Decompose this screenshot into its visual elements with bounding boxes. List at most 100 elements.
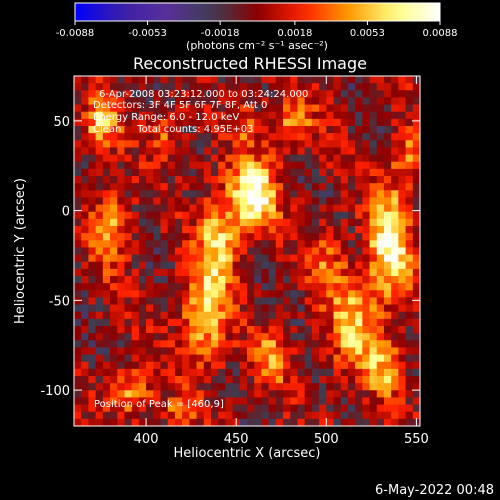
heatmap-cell: [232, 304, 241, 313]
heatmap-cell: [225, 376, 234, 384]
heatmap-cell: [239, 340, 248, 349]
heatmap-cell: [182, 354, 190, 363]
heatmap-cell: [95, 104, 104, 113]
heatmap-cell: [210, 197, 219, 206]
heatmap-cell: [254, 140, 263, 149]
heatmap-cell: [138, 347, 147, 356]
heatmap-cell: [391, 104, 399, 113]
heatmap-cell: [174, 83, 183, 91]
heatmap-cell: [398, 283, 407, 291]
heatmap-cell: [297, 354, 306, 363]
heatmap-cell: [95, 318, 104, 327]
heatmap-cell: [182, 211, 190, 220]
heatmap-cell: [383, 83, 392, 91]
heatmap-cell: [283, 118, 291, 127]
heatmap-cell: [355, 418, 363, 427]
heatmap-cell: [182, 368, 190, 377]
heatmap-cell: [311, 383, 320, 391]
heatmap-cell: [275, 254, 284, 263]
heatmap-cell: [412, 233, 421, 241]
heatmap-cell: [311, 261, 320, 270]
heatmap-cell: [146, 283, 154, 291]
heatmap-cell: [247, 154, 255, 163]
heatmap-cell: [290, 333, 299, 341]
heatmap-cell: [283, 333, 291, 341]
heatmap-cell: [391, 376, 399, 384]
heatmap-cell: [239, 140, 248, 149]
heatmap-cell: [376, 333, 385, 341]
heatmap-cell: [398, 276, 407, 284]
heatmap-cell: [398, 190, 407, 199]
heatmap-cell: [376, 204, 385, 213]
heatmap-cell: [261, 204, 270, 213]
heatmap-cell: [362, 197, 371, 206]
heatmap-cell: [340, 340, 349, 349]
heatmap-cell: [110, 154, 118, 163]
heatmap-cell: [239, 183, 248, 191]
heatmap-cell: [138, 247, 147, 256]
heatmap-cell: [218, 404, 226, 413]
heatmap-cell: [196, 340, 205, 349]
heatmap-cell: [218, 190, 226, 199]
heatmap-cell: [110, 197, 118, 206]
heatmap-cell: [153, 233, 162, 241]
heatmap-cell: [167, 326, 176, 334]
heatmap-cell: [297, 383, 306, 391]
heatmap-cell: [81, 233, 90, 241]
heatmap-cell: [261, 390, 270, 399]
heatmap-cell: [376, 90, 385, 99]
heatmap-cell: [74, 176, 82, 184]
heatmap-cell: [362, 211, 371, 220]
heatmap-cell: [275, 283, 284, 291]
heatmap-cell: [398, 154, 407, 163]
heatmap-cell: [174, 168, 183, 177]
heatmap-cell: [203, 197, 212, 206]
heatmap-cell: [210, 390, 219, 399]
heatmap-cell: [326, 104, 335, 113]
heatmap-cell: [311, 304, 320, 313]
heatmap-cell: [297, 176, 306, 184]
heatmap-cell: [160, 418, 169, 427]
heatmap-cell: [146, 268, 154, 277]
heatmap-cell: [81, 126, 90, 134]
heatmap-cell: [311, 254, 320, 263]
heatmap-cell: [174, 418, 183, 427]
heatmap-cell: [210, 347, 219, 356]
heatmap-cell: [218, 390, 226, 399]
colorbar-ticks: -0.0088 -0.0053 -0.0018 0.0018 0.0053 0.0088: [56, 21, 458, 39]
chart-title: Reconstructed RHESSI Image: [133, 54, 367, 73]
heatmap-cell: [398, 90, 407, 99]
heatmap-cell: [369, 354, 378, 363]
heatmap-cell: [347, 283, 356, 291]
heatmap-cell: [290, 397, 299, 406]
heatmap-cell: [261, 197, 270, 206]
heatmap-cell: [218, 418, 226, 427]
heatmap-cell: [196, 154, 205, 163]
heatmap-cell: [398, 197, 407, 206]
heatmap-cell: [290, 383, 299, 391]
heatmap-cell: [362, 268, 371, 277]
heatmap-cell: [297, 333, 306, 341]
heatmap-cell: [239, 233, 248, 241]
heatmap-cell: [247, 190, 255, 199]
heatmap-cell: [391, 133, 399, 141]
heatmap-cell: [225, 354, 234, 363]
heatmap-cell: [362, 333, 371, 341]
heatmap-cell: [268, 290, 277, 299]
heatmap-cell: [412, 297, 421, 306]
heatmap-cell: [225, 390, 234, 399]
heatmap-cell: [355, 283, 363, 291]
heatmap-cell: [182, 154, 190, 163]
heatmap-cell: [362, 404, 371, 413]
heatmap-cell: [333, 111, 342, 120]
heatmap-cell: [102, 197, 111, 206]
heatmap-cell: [189, 254, 198, 263]
heatmap-cell: [131, 383, 140, 391]
heatmap-cell: [117, 233, 126, 241]
heatmap-cell: [102, 318, 111, 327]
heatmap-cell: [218, 283, 226, 291]
heatmap-cell: [311, 404, 320, 413]
heatmap-cell: [138, 354, 147, 363]
heatmap-cell: [138, 397, 147, 406]
heatmap-cell: [239, 318, 248, 327]
